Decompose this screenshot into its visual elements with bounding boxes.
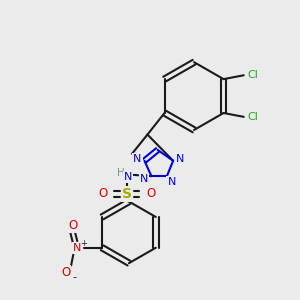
Text: N: N <box>133 154 142 164</box>
Text: N: N <box>167 177 176 187</box>
Text: O: O <box>68 219 77 232</box>
Text: O: O <box>146 187 155 200</box>
Text: N: N <box>140 174 148 184</box>
Text: Cl: Cl <box>248 112 259 122</box>
Text: +: + <box>80 238 87 247</box>
Text: H: H <box>116 168 124 178</box>
Text: N: N <box>124 172 132 182</box>
Text: N: N <box>176 154 184 164</box>
Text: S: S <box>122 187 132 201</box>
Text: -: - <box>72 272 76 282</box>
Text: N: N <box>73 243 82 253</box>
Text: O: O <box>61 266 70 279</box>
Text: O: O <box>98 187 107 200</box>
Text: Cl: Cl <box>248 70 259 80</box>
